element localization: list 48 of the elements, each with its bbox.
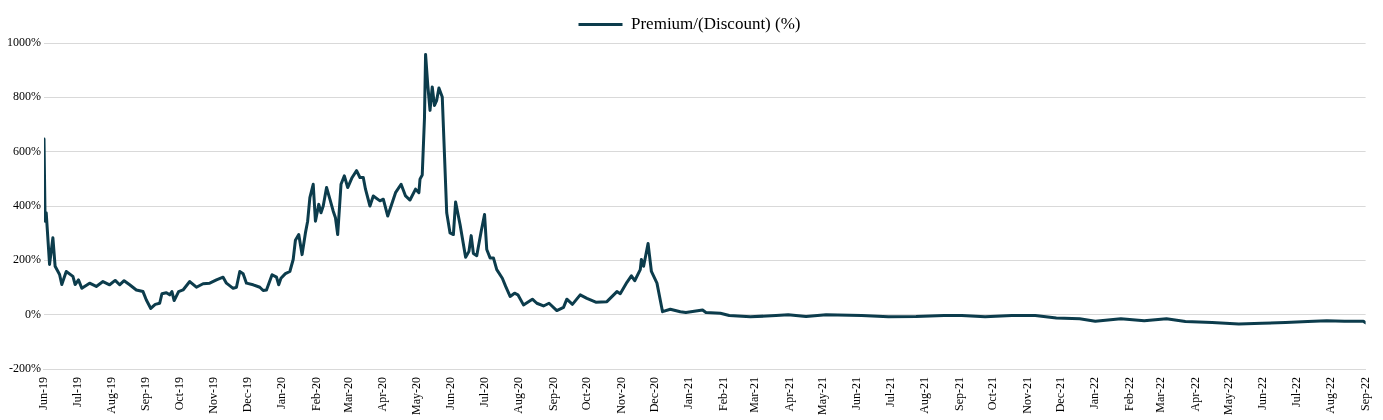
x-tick-label: Mar-20 [340, 377, 355, 413]
x-tick-label: Aug-22 [1323, 377, 1338, 414]
x-tick-label: Jan-22 [1087, 377, 1102, 410]
x-tick-label: Sep-20 [545, 377, 560, 412]
x-tick-label: Sep-19 [138, 377, 153, 412]
x-tick-label: Nov-20 [613, 377, 628, 414]
x-tick-label: Dec-20 [646, 377, 661, 413]
x-tick-label: Jun-19 [36, 377, 51, 410]
x-tick-label: Jun-20 [443, 377, 458, 410]
x-tick-label: Jan-21 [681, 377, 696, 410]
y-tick-label: 800% [13, 89, 41, 104]
y-tick-label: 1000% [7, 35, 41, 50]
x-tick-label: May-21 [814, 377, 829, 416]
x-tick-label: Dec-19 [239, 377, 254, 413]
x-tick-label: Apr-22 [1187, 377, 1202, 412]
x-tick-label: Dec-21 [1052, 377, 1067, 413]
x-tick-label: Jul-20 [476, 377, 491, 408]
x-tick-label: Feb-20 [308, 377, 323, 412]
x-tick-label: May-22 [1220, 377, 1235, 416]
x-tick-label: Jul-21 [882, 377, 897, 408]
y-tick-label: -200% [9, 361, 41, 376]
x-tick-label: Aug-21 [917, 377, 932, 414]
x-tick-label: Apr-21 [781, 377, 796, 412]
x-tick-label: Oct-19 [171, 377, 186, 411]
y-tick-label: 200% [13, 252, 41, 267]
x-tick-label: Feb-21 [715, 377, 730, 412]
x-tick-label: Jan-20 [274, 377, 289, 410]
y-tick-label: 400% [13, 198, 41, 213]
x-tick-label: Apr-20 [375, 377, 390, 412]
x-tick-label: Jul-19 [69, 377, 84, 408]
y-tick-label: 0% [25, 306, 41, 321]
x-tick-label: Jun-22 [1255, 377, 1270, 410]
x-tick-label: Feb-22 [1121, 377, 1136, 412]
x-tick-label: Mar-21 [747, 377, 762, 413]
y-tick-label: 600% [13, 143, 41, 158]
x-tick-label: Jun-21 [849, 377, 864, 410]
x-tick-label: Aug-19 [104, 377, 119, 414]
x-tick-label: Sep-21 [951, 377, 966, 412]
x-tick-label: Nov-21 [1019, 377, 1034, 414]
x-tick-label: May-20 [408, 377, 423, 416]
x-tick-label: Mar-22 [1153, 377, 1168, 413]
x-tick-label: Oct-20 [579, 377, 594, 411]
x-tick-label: Jul-22 [1288, 377, 1303, 408]
x-tick-label: Sep-22 [1357, 377, 1372, 412]
x-tick-label: Nov-19 [206, 377, 221, 414]
legend-label: Premium/(Discount) (%) [631, 13, 801, 33]
x-tick-label: Oct-21 [985, 377, 1000, 411]
x-tick-label: Aug-20 [511, 377, 526, 414]
